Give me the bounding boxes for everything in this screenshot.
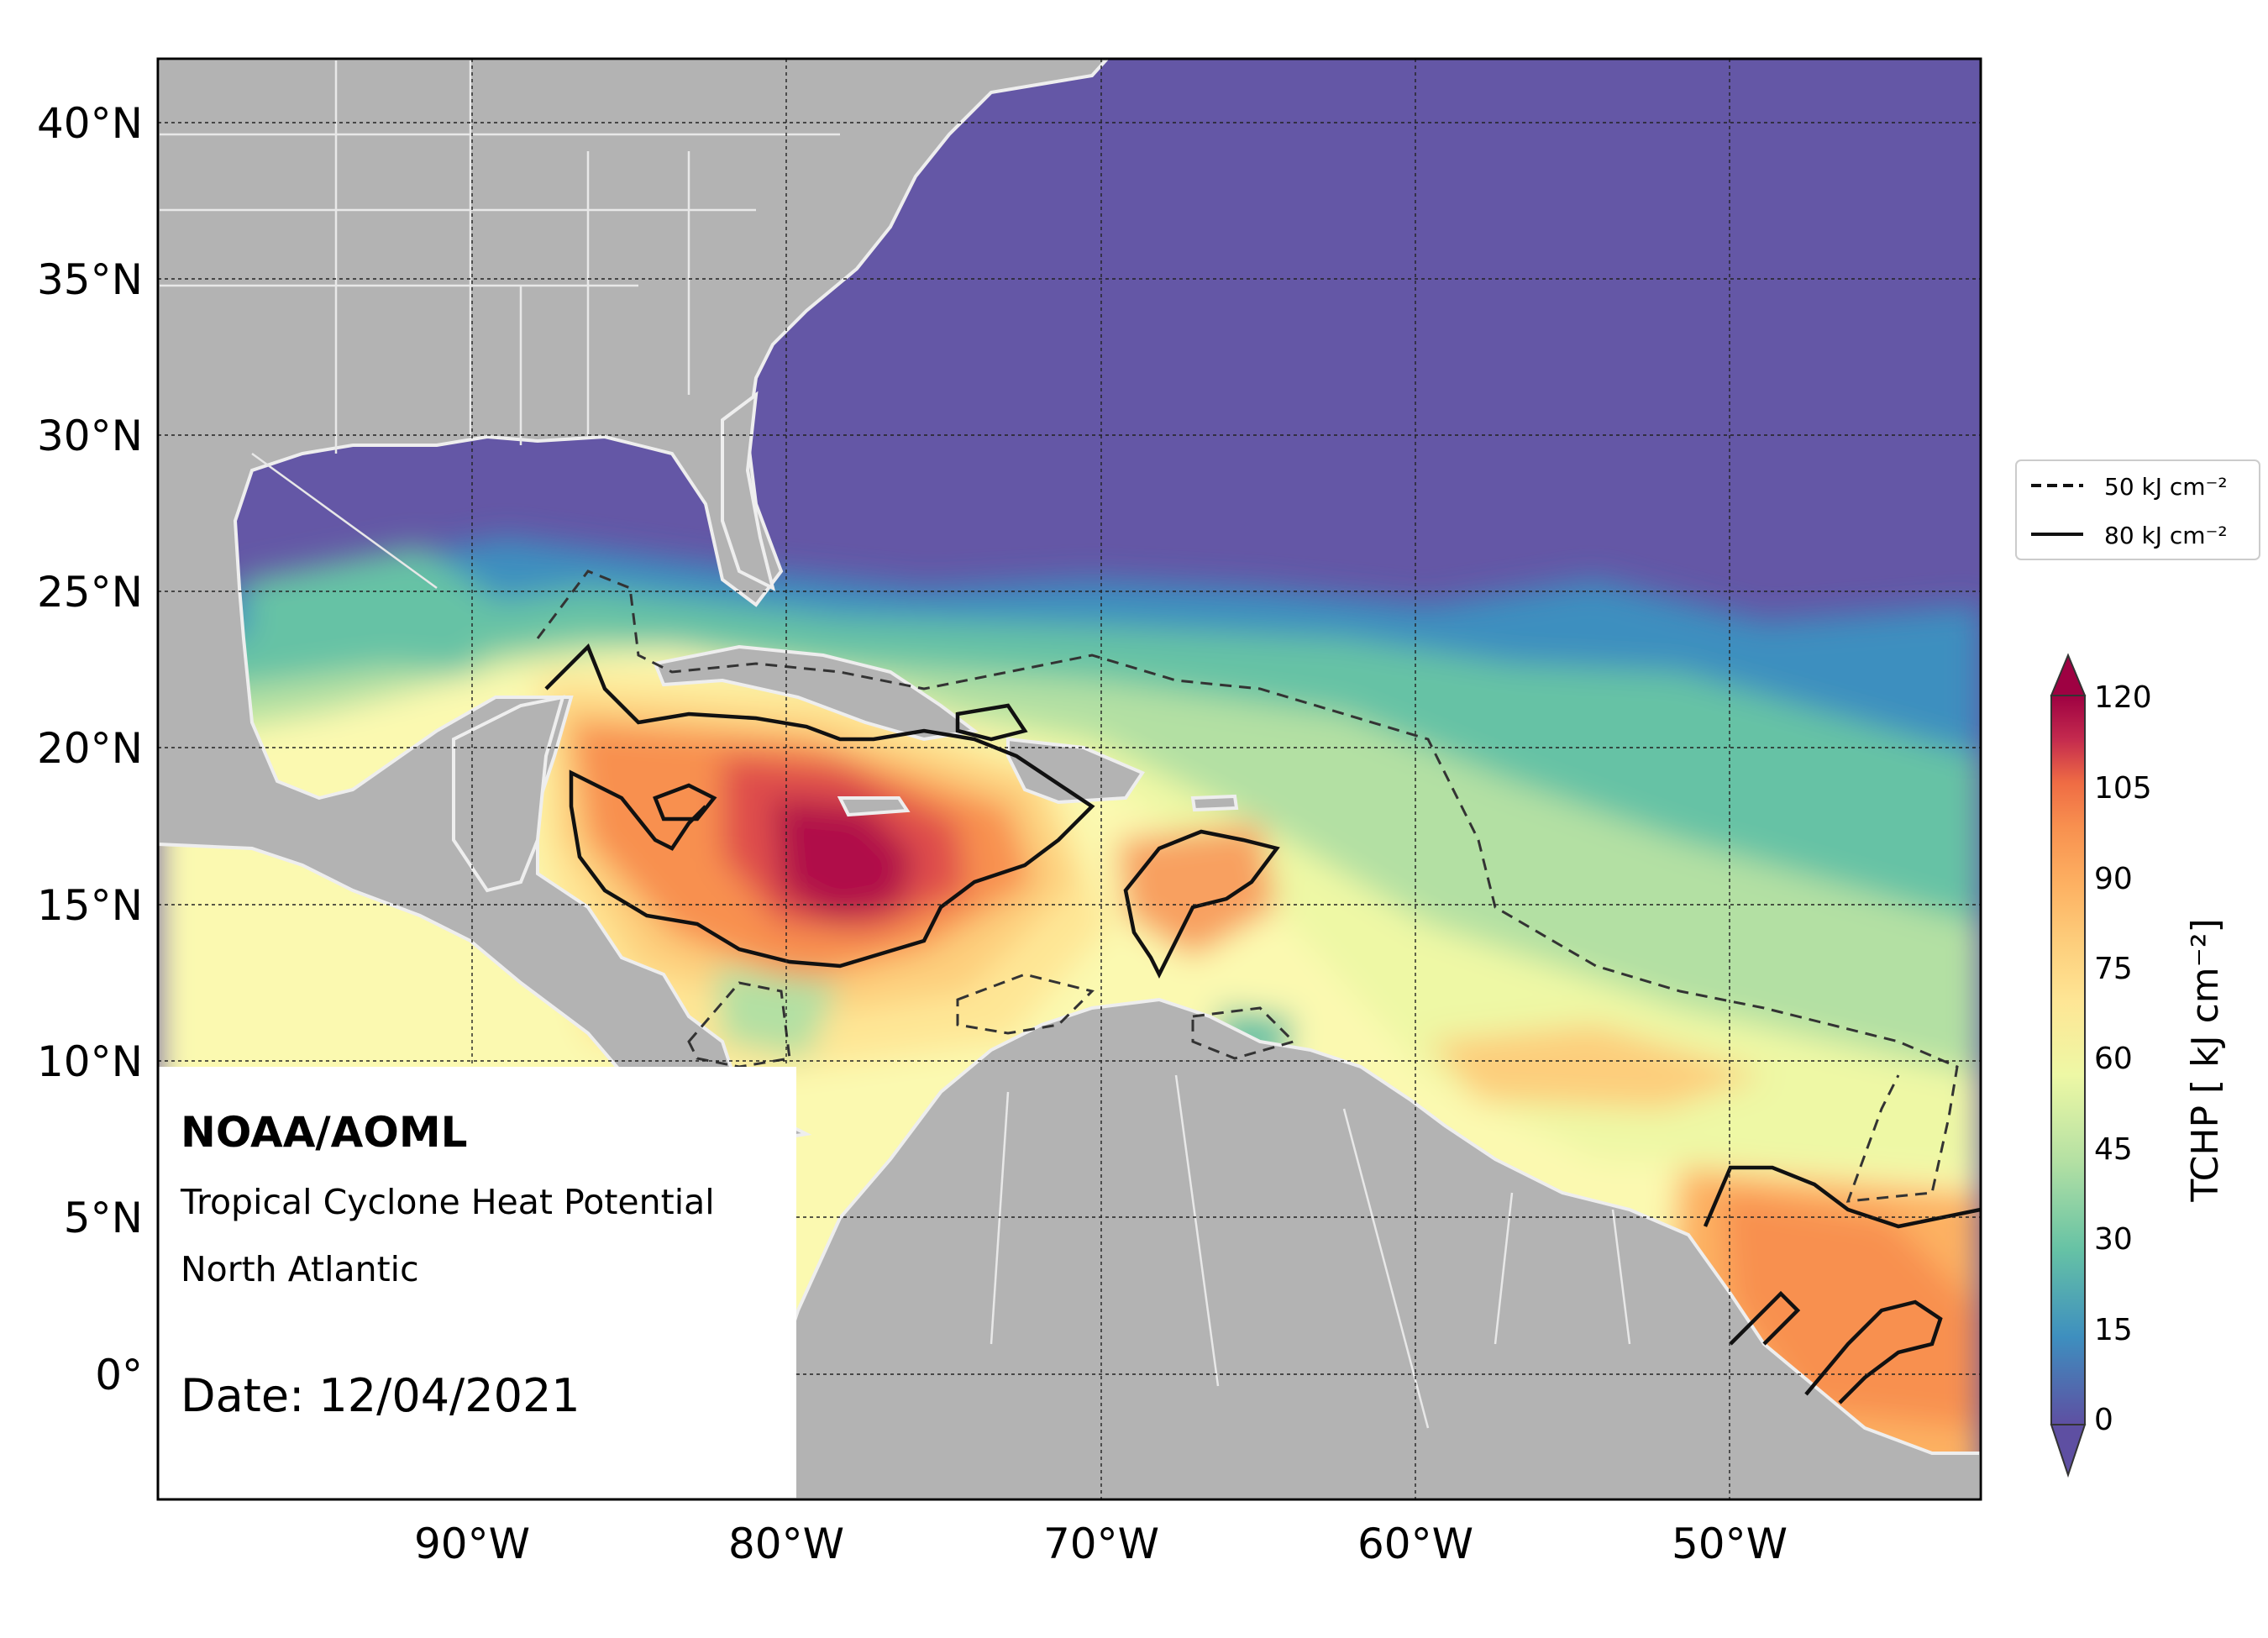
colorbar-bottom-arrow — [2050, 1424, 2087, 1478]
puerto-rico-land — [1190, 794, 1239, 812]
colorbar-body — [2050, 695, 2086, 1425]
cb-tick-75: 75 — [2094, 952, 2133, 986]
lat-tick-5n: 5°N — [64, 1194, 143, 1242]
colorbar-label: TCHP [ kJ cm⁻²] — [2184, 918, 2227, 1202]
colorbar-top-arrow — [2050, 653, 2087, 696]
contour-80 — [544, 643, 1981, 1404]
lat-tick-15n: 15°N — [37, 881, 143, 930]
cb-tick-90: 90 — [2094, 862, 2133, 896]
lat-tick-25n: 25°N — [37, 568, 143, 617]
lon-tick-60w: 60°W — [1357, 1520, 1473, 1568]
map-title: NOAA/AOML — [181, 1108, 467, 1157]
lat-tick-40n: 40°N — [37, 99, 143, 148]
cb-tick-105: 105 — [2094, 771, 2152, 806]
lat-tick-0: 0° — [95, 1351, 143, 1399]
info-box — [158, 1067, 796, 1499]
lat-tick-20n: 20°N — [37, 724, 143, 773]
cb-tick-60: 60 — [2094, 1042, 2133, 1076]
cb-tick-15: 15 — [2094, 1313, 2133, 1347]
map-frame — [156, 57, 1982, 1501]
lon-axis: 90°W 80°W 70°W 60°W 50°W — [414, 1520, 1788, 1568]
hispaniola-land — [1006, 737, 1145, 805]
cb-tick-30: 30 — [2094, 1222, 2133, 1257]
lat-tick-30n: 30°N — [37, 412, 143, 460]
map-date: Date: 12/04/2021 — [181, 1369, 580, 1422]
legend-label-50: 50 kJ cm⁻² — [2104, 473, 2228, 501]
cb-tick-45: 45 — [2094, 1132, 2133, 1167]
map-region: North Atlantic — [181, 1249, 419, 1289]
cb-tick-0: 0 — [2094, 1403, 2113, 1437]
legend-label-80: 80 kJ cm⁻² — [2104, 522, 2228, 549]
map-subtitle: Tropical Cyclone Heat Potential — [180, 1182, 715, 1222]
jamaica-land — [837, 796, 911, 817]
yucatan-land — [452, 695, 565, 893]
lon-tick-70w: 70°W — [1043, 1520, 1159, 1568]
state-borders — [158, 59, 1631, 1429]
lon-tick-80w: 80°W — [728, 1520, 844, 1568]
south-america-land — [753, 997, 1981, 1499]
colorbar-ticks: 120 105 90 75 60 45 30 15 0 — [2094, 680, 2152, 1437]
contour-50 — [536, 570, 1959, 1203]
cb-tick-120: 120 — [2094, 680, 2152, 715]
lat-tick-35n: 35°N — [37, 255, 143, 304]
colorbar: 120 105 90 75 60 45 30 15 0 TCHP [ kJ cm… — [2050, 653, 2227, 1478]
land — [158, 59, 1981, 1499]
contour-legend: 50 kJ cm⁻² 80 kJ cm⁻² — [2015, 459, 2260, 560]
map-panel — [158, 59, 1981, 1499]
lon-tick-50w: 50°W — [1672, 1520, 1788, 1568]
lat-axis: 40°N 35°N 30°N 25°N 20°N 15°N 10°N 5°N 0… — [37, 99, 143, 1399]
lon-tick-90w: 90°W — [414, 1520, 530, 1568]
lat-tick-10n: 10°N — [37, 1037, 143, 1086]
florida-land — [721, 391, 775, 591]
